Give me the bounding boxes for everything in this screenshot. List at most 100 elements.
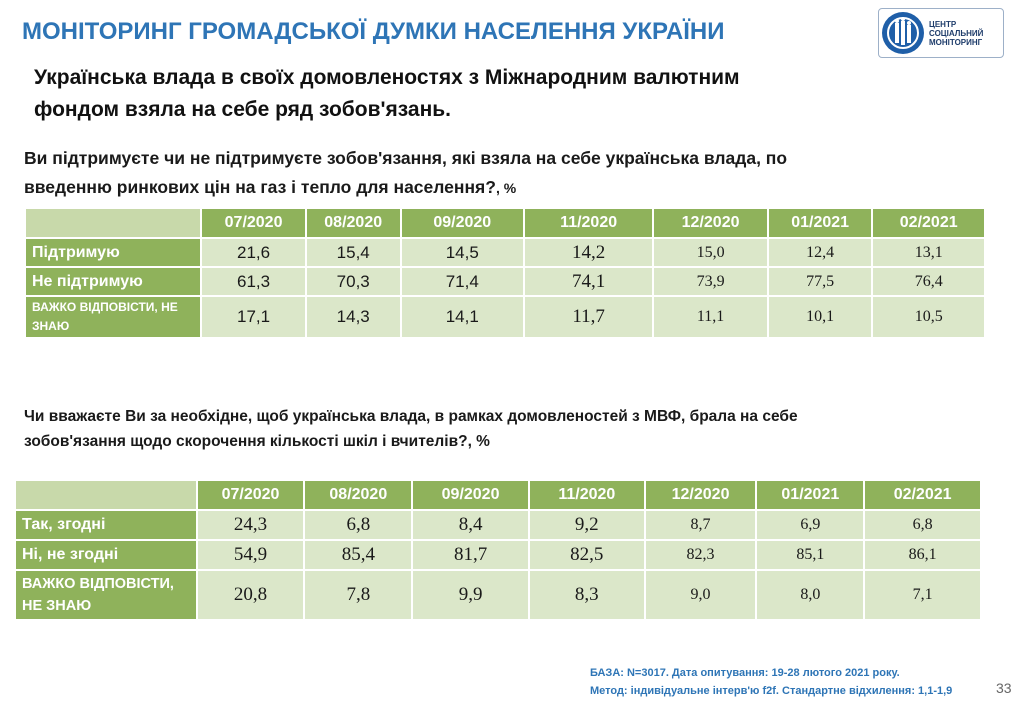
question-1-unit: , % <box>495 180 517 196</box>
table-row: Підтримую 21,6 15,4 14,5 14,2 15,0 12,4 … <box>26 239 984 266</box>
table-cell: 11,7 <box>524 297 653 337</box>
table-cell: 6,8 <box>865 511 980 539</box>
table-cell: 82,3 <box>645 541 756 569</box>
row-label-line: НЕ ЗНАЮ <box>22 598 92 614</box>
column-header: 09/2020 <box>413 481 528 509</box>
row-label: ВАЖКО ВІДПОВІСТИ, НЕ ЗНАЮ <box>26 297 201 337</box>
table-cell: 12,4 <box>768 239 872 266</box>
table-cell: 73,9 <box>654 268 767 295</box>
column-header: 09/2020 <box>401 209 523 237</box>
table-cell: 70,3 <box>306 268 400 295</box>
column-header: 08/2020 <box>305 481 412 509</box>
row-label: Підтримую <box>26 239 201 266</box>
row-label-line: ВАЖКО ВІДПОВІСТИ, НЕ <box>32 300 178 314</box>
question-1: Ви підтримуєте чи не підтримуєте зобов'я… <box>24 144 984 203</box>
table-cell: 6,9 <box>757 511 864 539</box>
logo-text: ЦЕНТР СОЦІАЛЬНИЙ МОНІТОРИНГ <box>929 20 983 47</box>
table-cell: 10,5 <box>873 297 984 337</box>
table-cell: 15,4 <box>306 239 400 266</box>
table-cell: 54,9 <box>197 541 304 569</box>
column-header: 11/2020 <box>524 209 653 237</box>
table-schools-teachers: 07/2020 08/2020 09/2020 11/2020 12/2020 … <box>14 479 982 621</box>
page-header-title: МОНІТОРИНГ ГРОМАДСЬКОЇ ДУМКИ НАСЕЛЕННЯ У… <box>22 18 725 45</box>
table-cell: 81,7 <box>413 541 528 569</box>
table-cell: 7,8 <box>305 571 412 619</box>
table-cell: 20,8 <box>197 571 304 619</box>
table-cell: 71,4 <box>401 268 523 295</box>
table-cell: 10,1 <box>768 297 872 337</box>
column-header: 07/2020 <box>197 481 304 509</box>
table-corner-cell <box>16 481 196 509</box>
question-1-line: введенню ринкових цін на газ і тепло для… <box>24 173 984 203</box>
table-cell: 13,1 <box>873 239 984 266</box>
logo-text-line: СОЦІАЛЬНИЙ <box>929 28 984 38</box>
table-row: Так, згодні 24,3 6,8 8,4 9,2 8,7 6,9 6,8 <box>16 511 980 539</box>
column-header: 07/2020 <box>202 209 305 237</box>
table-cell: 8,7 <box>645 511 756 539</box>
table-row: Не підтримую 61,3 70,3 71,4 74,1 73,9 77… <box>26 268 984 295</box>
logo-text-line: ЦЕНТР <box>929 19 957 29</box>
table-cell: 61,3 <box>202 268 305 295</box>
table-cell: 86,1 <box>865 541 980 569</box>
table-cell: 9,0 <box>645 571 756 619</box>
table-cell: 82,5 <box>529 541 644 569</box>
footnote-line: БАЗА: N=3017. Дата опитування: 19-28 лют… <box>590 667 900 679</box>
table-cell: 85,1 <box>757 541 864 569</box>
column-header: 11/2020 <box>529 481 644 509</box>
table-cell: 77,5 <box>768 268 872 295</box>
row-label: Не підтримую <box>26 268 201 295</box>
row-label-line: ВАЖКО ВІДПОВІСТИ, <box>22 576 174 592</box>
table-cell: 17,1 <box>202 297 305 337</box>
logo: ЦЕНТР СОЦІАЛЬНИЙ МОНІТОРИНГ <box>878 8 1004 58</box>
table-cell: 8,4 <box>413 511 528 539</box>
slide-subtitle: Українська влада в своїх домовленостях з… <box>34 62 934 126</box>
table-cell: 74,1 <box>524 268 653 295</box>
table-cell: 7,1 <box>865 571 980 619</box>
column-header: 12/2020 <box>645 481 756 509</box>
table-cell: 11,1 <box>654 297 767 337</box>
page-number: 33 <box>996 680 1012 696</box>
question-2: Чи вважаєте Ви за необхідне, щоб українс… <box>24 404 984 454</box>
table-cell: 8,0 <box>757 571 864 619</box>
row-label: Ні, не згодні <box>16 541 196 569</box>
row-label: Так, згодні <box>16 511 196 539</box>
table-row: ВАЖКО ВІДПОВІСТИ, НЕ ЗНАЮ 20,8 7,8 9,9 8… <box>16 571 980 619</box>
column-header: 01/2021 <box>757 481 864 509</box>
table-header-row: 07/2020 08/2020 09/2020 11/2020 12/2020 … <box>16 481 980 509</box>
footnote: БАЗА: N=3017. Дата опитування: 19-28 лют… <box>590 664 952 700</box>
table-cell: 14,1 <box>401 297 523 337</box>
question-1-line: Ви підтримуєте чи не підтримуєте зобов'я… <box>24 148 788 168</box>
table-cell: 14,3 <box>306 297 400 337</box>
subtitle-line: фондом взяла на себе ряд зобов'язань. <box>34 98 452 121</box>
table-cell: 14,5 <box>401 239 523 266</box>
row-label-line: ЗНАЮ <box>32 319 70 333</box>
table-corner-cell <box>26 209 201 237</box>
table-cell: 24,3 <box>197 511 304 539</box>
logo-text-line: МОНІТОРИНГ <box>929 37 983 47</box>
table-cell: 14,2 <box>524 239 653 266</box>
row-label: ВАЖКО ВІДПОВІСТИ, НЕ ЗНАЮ <box>16 571 196 619</box>
table-cell: 6,8 <box>305 511 412 539</box>
table-header-row: 07/2020 08/2020 09/2020 11/2020 12/2020 … <box>26 209 984 237</box>
table-cell: 85,4 <box>305 541 412 569</box>
table-cell: 15,0 <box>654 239 767 266</box>
column-header: 01/2021 <box>768 209 872 237</box>
subtitle-line: Українська влада в своїх домовленостях з… <box>34 66 740 89</box>
table-cell: 9,9 <box>413 571 528 619</box>
table-cell: 8,3 <box>529 571 644 619</box>
table-cell: 9,2 <box>529 511 644 539</box>
question-2-line: зобов'язання щодо скорочення кількості ш… <box>24 433 490 450</box>
logo-emblem-icon <box>882 12 924 54</box>
question-2-line: Чи вважаєте Ви за необхідне, щоб українс… <box>24 408 798 425</box>
table-cell: 21,6 <box>202 239 305 266</box>
table-cell: 76,4 <box>873 268 984 295</box>
column-header: 12/2020 <box>654 209 767 237</box>
footnote-line: Метод: індивідуальне інтерв'ю f2f. Станд… <box>590 685 953 697</box>
question-1-text: введенню ринкових цін на газ і тепло для… <box>24 177 496 197</box>
column-header: 02/2021 <box>873 209 984 237</box>
table-row: Ні, не згодні 54,9 85,4 81,7 82,5 82,3 8… <box>16 541 980 569</box>
table-row: ВАЖКО ВІДПОВІСТИ, НЕ ЗНАЮ 17,1 14,3 14,1… <box>26 297 984 337</box>
table-gas-prices: 07/2020 08/2020 09/2020 11/2020 12/2020 … <box>24 207 986 339</box>
column-header: 02/2021 <box>865 481 980 509</box>
column-header: 08/2020 <box>306 209 400 237</box>
